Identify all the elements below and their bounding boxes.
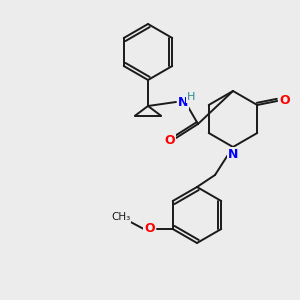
Text: O: O xyxy=(279,94,290,106)
Text: H: H xyxy=(187,92,195,102)
Text: O: O xyxy=(144,223,155,236)
Text: O: O xyxy=(165,134,175,146)
Text: N: N xyxy=(178,95,188,109)
Text: N: N xyxy=(228,148,238,160)
Text: CH₃: CH₃ xyxy=(111,212,130,222)
